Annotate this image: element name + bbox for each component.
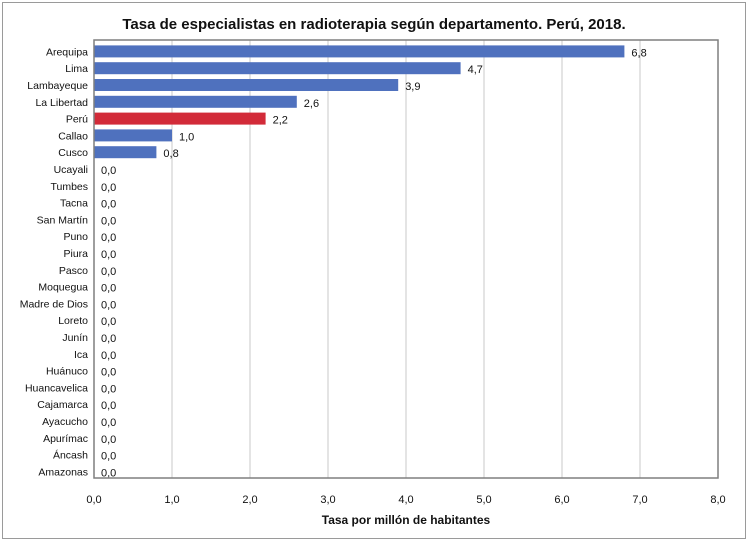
value-label: 0,0: [101, 467, 116, 479]
value-label: 0,0: [101, 232, 116, 244]
category-label: Áncash: [53, 449, 88, 462]
value-label: 2,2: [273, 115, 288, 127]
category-label: Perú: [66, 114, 88, 126]
category-label: Ucayali: [54, 164, 88, 176]
value-label: 0,0: [101, 333, 116, 345]
category-label: Lambayeque: [27, 80, 88, 92]
value-label: 2,6: [304, 98, 319, 110]
bar: [94, 146, 157, 159]
bar: [94, 95, 297, 108]
value-label: 0,0: [101, 417, 116, 429]
category-label: Arequipa: [46, 46, 88, 58]
bar: [94, 62, 461, 75]
value-label: 0,0: [101, 249, 116, 261]
x-tick-labels: 0,0 1,0 2,0 3,0 4,0 5,0 6,0 7,0 8,0: [86, 494, 725, 506]
category-label: Huánuco: [46, 366, 88, 378]
category-label: Pasco: [59, 265, 88, 277]
category-label: Tacna: [60, 198, 88, 210]
category-label: Lima: [65, 63, 88, 75]
value-label: 4,7: [468, 64, 483, 76]
bar-chart: Tasa de especialistas en radioterapia se…: [20, 16, 726, 527]
value-label: 0,0: [101, 350, 116, 362]
x-tick-label: 7,0: [632, 494, 647, 506]
value-label: 0,0: [101, 182, 116, 194]
category-label: Ica: [74, 349, 88, 361]
category-label: San Martín: [37, 214, 89, 226]
bars: [94, 45, 625, 159]
category-label: Puno: [63, 231, 88, 243]
value-label: 0,0: [101, 451, 116, 463]
value-label: 0,0: [101, 165, 116, 177]
category-label: Huancavelica: [25, 382, 88, 394]
category-label: Apurímac: [43, 433, 88, 445]
category-label: Cusco: [58, 147, 88, 159]
bar: [94, 45, 625, 58]
category-label: Piura: [63, 248, 88, 260]
x-tick-label: 4,0: [398, 494, 413, 506]
value-labels: 6,8 4,7 3,9 2,6 2,2 1,00,8 0,0 0,0 0,0 0,0 0,0 0,0 0…: [101, 47, 647, 479]
category-label: La Libertad: [35, 97, 88, 109]
value-label: 0,0: [101, 199, 116, 211]
x-tick-label: 3,0: [320, 494, 335, 506]
x-tick-label: 6,0: [554, 494, 569, 506]
category-label: Junín: [62, 332, 88, 344]
bar: [94, 129, 172, 142]
category-label: Madre de Dios: [20, 298, 88, 310]
value-label: 0,0: [101, 383, 116, 395]
value-label: 3,9: [405, 81, 420, 93]
category-label: Cajamarca: [37, 399, 88, 411]
value-label: 0,0: [101, 367, 116, 379]
value-label: 0,0: [101, 400, 116, 412]
x-tick-label: 2,0: [242, 494, 257, 506]
category-label: Callao: [58, 130, 88, 142]
value-label: 6,8: [631, 47, 646, 59]
category-label: Ayacucho: [42, 416, 88, 428]
value-label: 1,0: [179, 131, 194, 143]
x-tick-label: 5,0: [476, 494, 491, 506]
x-axis-label: Tasa por millón de habitantes: [322, 513, 491, 527]
category-labels: Arequipa Lima Lambayeque La Libertad Perú Cal…: [20, 46, 88, 478]
chart-title: Tasa de especialistas en radioterapia se…: [122, 16, 625, 33]
x-tick-label: 8,0: [710, 494, 725, 506]
x-tick-label: 1,0: [164, 494, 179, 506]
value-label: 0,0: [101, 266, 116, 278]
value-label: 0,0: [101, 283, 116, 295]
value-label: 0,0: [101, 316, 116, 328]
bar: [94, 112, 266, 125]
category-label: Loreto: [58, 315, 88, 327]
x-tick-label: 0,0: [86, 494, 101, 506]
category-label: Amazonas: [38, 466, 88, 478]
bar: [94, 79, 399, 91]
plot-area-border: [93, 39, 719, 479]
category-label: Moquegua: [38, 282, 88, 294]
value-label: 0,0: [101, 299, 116, 311]
value-label: 0,0: [101, 434, 116, 446]
value-label: 0,0: [101, 215, 116, 227]
category-label: Tumbes: [50, 181, 88, 193]
value-label: 0,8: [163, 148, 178, 160]
